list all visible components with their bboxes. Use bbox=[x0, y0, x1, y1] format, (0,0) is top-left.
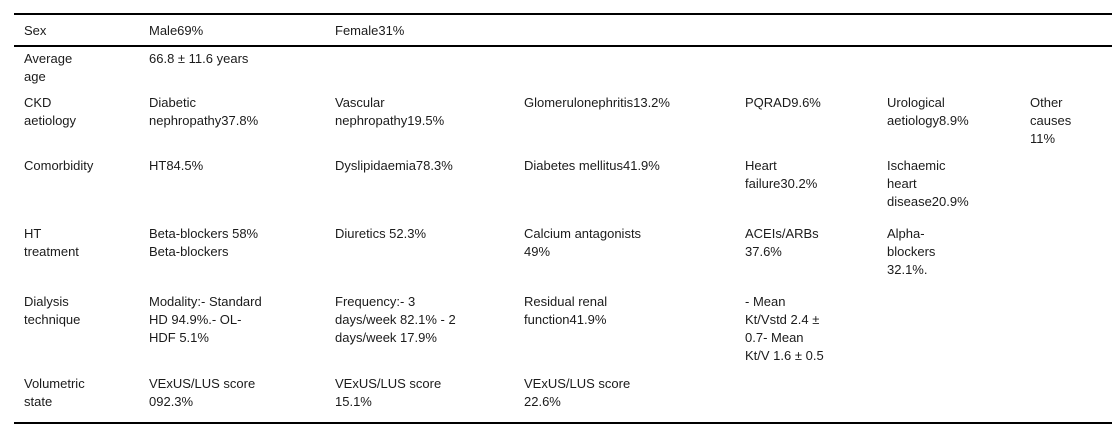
table-cell: VExUS/LUS score 15.1% bbox=[335, 376, 442, 409]
table-cell bbox=[1030, 225, 1112, 293]
table-cell: Frequency:- 3 days/week 82.1% - 2 days/w… bbox=[335, 294, 456, 345]
table-cell bbox=[887, 46, 1030, 94]
table-cell bbox=[745, 46, 887, 94]
table-cell: Diabetes mellitus41.9% bbox=[524, 158, 660, 173]
table-cell bbox=[887, 375, 1030, 423]
patient-characteristics-table: Sex Male69% Female31% Average age 66.8 ±… bbox=[14, 13, 1112, 424]
table-row-volumetric-state: Volumetric state VExUS/LUS score 092.3% … bbox=[14, 375, 1112, 423]
table-cell: Other causes 11% bbox=[1030, 95, 1072, 146]
table-cell bbox=[1030, 375, 1112, 423]
row-label-average-age: Average age bbox=[24, 51, 73, 84]
table-cell: Diuretics 52.3% bbox=[335, 226, 427, 241]
table-cell bbox=[524, 14, 745, 47]
table-cell: Urological aetiology8.9% bbox=[887, 95, 969, 128]
table-cell: HT84.5% bbox=[149, 158, 204, 173]
table-cell: 66.8 ± 11.6 years bbox=[149, 51, 249, 66]
table-cell: Residual renal function41.9% bbox=[524, 294, 608, 327]
table-row-ht-treatment: HT treatment Beta-blockers 58% Beta-bloc… bbox=[14, 225, 1112, 293]
table-cell: - Mean Kt/Vstd 2.4 ± 0.7- Mean Kt/V 1.6 … bbox=[745, 294, 824, 363]
table-cell bbox=[745, 375, 887, 423]
row-label-ht-treatment: HT treatment bbox=[24, 226, 79, 259]
table-cell: Calcium antagonists 49% bbox=[524, 226, 642, 259]
table-cell: Ischaemic heart disease20.9% bbox=[887, 158, 969, 209]
row-label-ckd-aetiology: CKD aetiology bbox=[24, 95, 77, 128]
table-cell: Alpha- blockers 32.1%. bbox=[887, 226, 936, 277]
table-cell bbox=[887, 14, 1030, 47]
table-row-sex: Sex Male69% Female31% bbox=[14, 14, 1112, 47]
table-cell: Male69% bbox=[149, 14, 335, 47]
table-cell bbox=[1030, 46, 1112, 94]
table-cell bbox=[745, 14, 887, 47]
table-cell: Heart failure30.2% bbox=[745, 158, 818, 191]
table-cell: Dyslipidaemia78.3% bbox=[335, 158, 453, 173]
table-cell bbox=[335, 46, 524, 94]
table-cell: Modality:- Standard HD 94.9%.- OL- HDF 5… bbox=[149, 294, 262, 345]
table-cell: Glomerulonephritis13.2% bbox=[524, 95, 670, 110]
row-label-comorbidity: Comorbidity bbox=[24, 158, 94, 173]
row-label-dialysis-technique: Dialysis technique bbox=[24, 294, 81, 327]
table-cell: VExUS/LUS score 22.6% bbox=[524, 376, 631, 409]
row-label-volumetric-state: Volumetric state bbox=[24, 376, 85, 409]
table-cell bbox=[887, 293, 1030, 375]
table-cell bbox=[1030, 14, 1112, 47]
row-label-sex: Sex bbox=[14, 14, 149, 47]
table-cell: Female31% bbox=[335, 14, 524, 47]
table-cell: Beta-blockers 58% Beta-blockers bbox=[149, 226, 259, 259]
table-row-ckd-aetiology: CKD aetiology Diabetic nephropathy37.8% … bbox=[14, 94, 1112, 157]
table-row-average-age: Average age 66.8 ± 11.6 years bbox=[14, 46, 1112, 94]
table-cell: Diabetic nephropathy37.8% bbox=[149, 95, 259, 128]
table-cell: VExUS/LUS score 092.3% bbox=[149, 376, 256, 409]
table-row-dialysis-technique: Dialysis technique Modality:- Standard H… bbox=[14, 293, 1112, 375]
table-cell: Vascular nephropathy19.5% bbox=[335, 95, 445, 128]
table-cell: PQRAD9.6% bbox=[745, 95, 821, 110]
table-row-comorbidity: Comorbidity HT84.5% Dyslipidaemia78.3% D… bbox=[14, 157, 1112, 225]
table-cell bbox=[1030, 157, 1112, 225]
table-cell: ACEIs/ARBs 37.6% bbox=[745, 226, 819, 259]
table-cell bbox=[1030, 293, 1112, 375]
table-cell bbox=[524, 46, 745, 94]
